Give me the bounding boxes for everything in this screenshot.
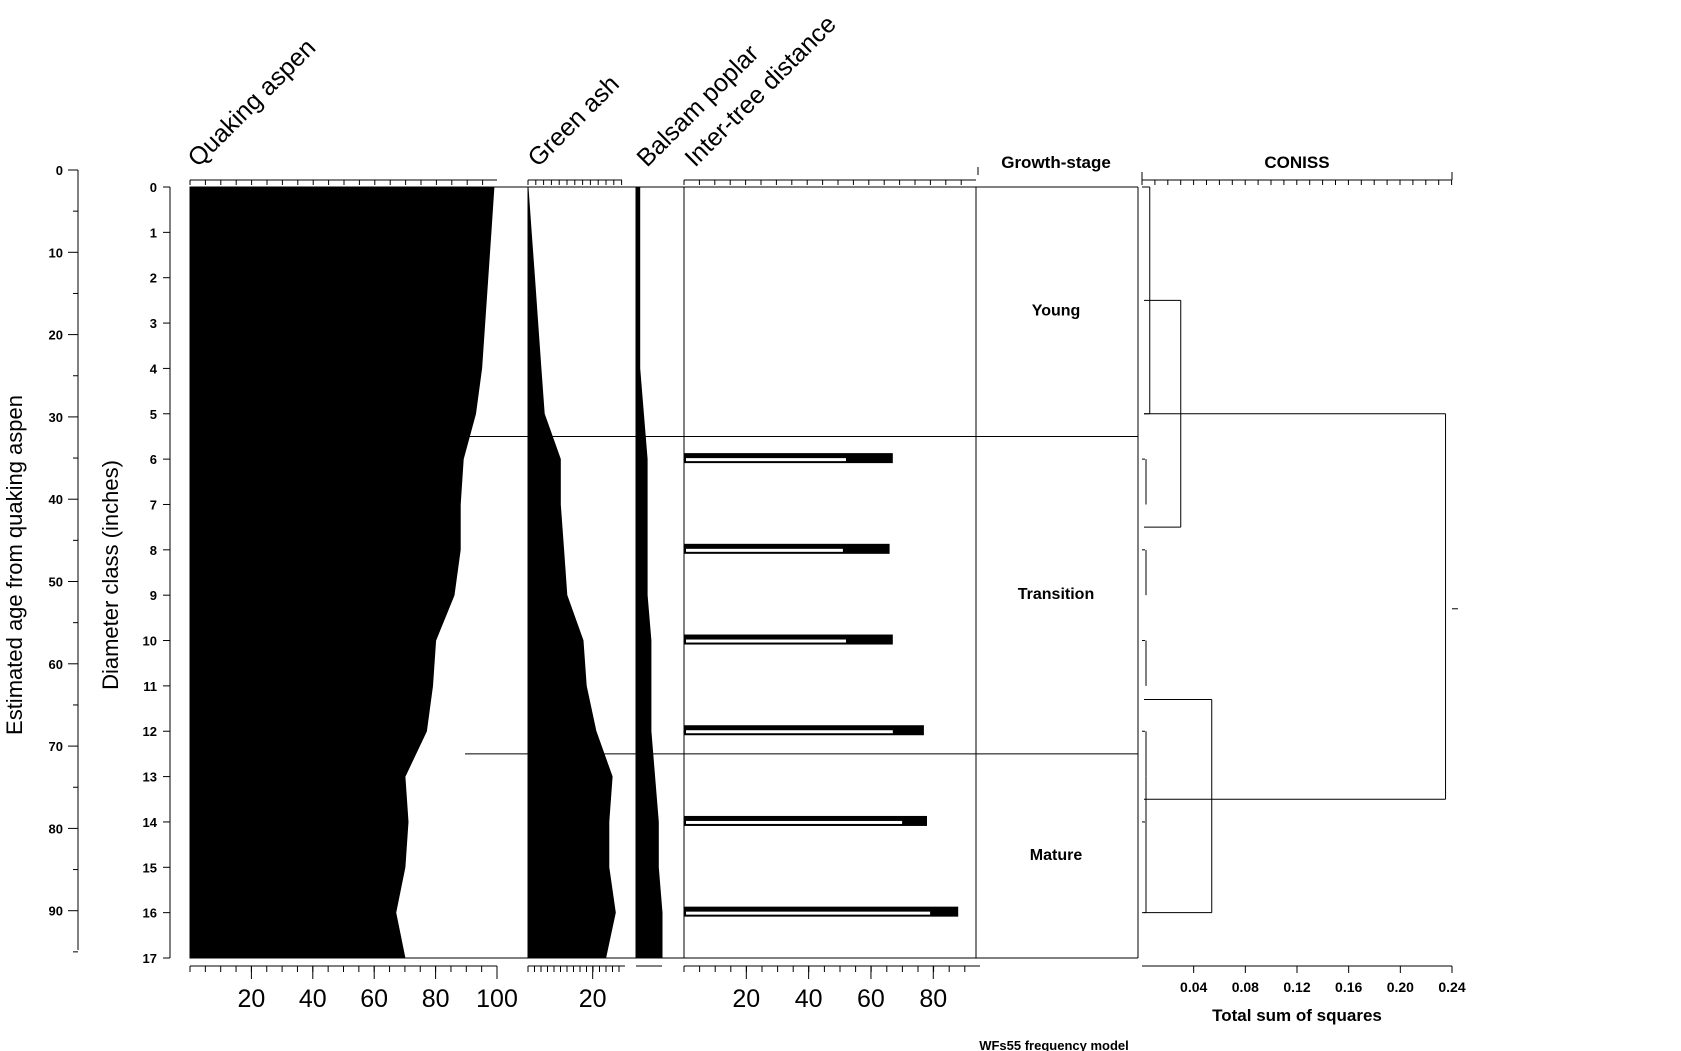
diameter-tick-label: 11 <box>143 679 157 694</box>
aspen-tick-label: 40 <box>299 985 327 1013</box>
age-tick-label: 80 <box>49 821 63 836</box>
diameter-tick-label: 3 <box>150 316 157 331</box>
age-tick-label: 50 <box>49 575 63 590</box>
coniss-tick-label: 0.12 <box>1283 979 1310 995</box>
diameter-tick-label: 5 <box>150 407 157 422</box>
diameter-tick-label: 10 <box>143 634 157 649</box>
aspen-tick-label: 20 <box>237 985 265 1013</box>
diameter-tick-label: 4 <box>150 361 158 376</box>
diameter-tick-label: 15 <box>143 860 157 875</box>
distance-tick-label: 40 <box>795 985 823 1013</box>
growth-stage-title: Growth-stage <box>1001 153 1111 172</box>
diameter-tick-label: 13 <box>143 770 157 785</box>
ash-area <box>527 186 616 959</box>
diameter-tick-label: 2 <box>150 271 157 286</box>
aspen-area <box>189 186 495 959</box>
aspen-tick-label: 60 <box>360 985 388 1013</box>
age-tick-label: 30 <box>49 410 63 425</box>
diameter-tick-label: 0 <box>150 180 157 195</box>
diameter-tick-label: 8 <box>150 543 157 558</box>
balsam-area <box>635 186 663 959</box>
age-tick-label: 10 <box>49 245 63 260</box>
diameter-tick-label: 6 <box>150 452 157 467</box>
ash-title: Green ash <box>522 70 624 172</box>
coniss-tick-label: 0.08 <box>1232 979 1259 995</box>
age-tick-label: 70 <box>49 739 63 754</box>
age-tick-label: 0 <box>56 163 63 178</box>
age-tick-label: 60 <box>49 657 63 672</box>
diameter-tick-label: 17 <box>143 951 157 966</box>
coniss-axis-label: Total sum of squares <box>1212 1006 1382 1025</box>
coniss-tick-label: 0.16 <box>1335 979 1362 995</box>
distance-inner-bar <box>686 730 893 734</box>
coniss-tick-label: 0.24 <box>1438 979 1465 995</box>
diameter-tick-label: 9 <box>150 588 157 603</box>
footer-note: WFs55 frequency model <box>979 1038 1129 1051</box>
aspen-tick-label: 80 <box>422 985 450 1013</box>
growth-stage-label: Mature <box>1030 847 1083 864</box>
diameter-tick-label: 1 <box>150 225 157 240</box>
growth-stage-label: Young <box>1032 303 1081 320</box>
distance-inner-bar <box>686 548 843 552</box>
distance-tick-label: 60 <box>857 985 885 1013</box>
diameter-tick-label: 12 <box>143 724 157 739</box>
distance-inner-bar <box>686 458 846 462</box>
age-tick-label: 40 <box>49 492 63 507</box>
diameter-tick-label: 7 <box>150 497 157 512</box>
distance-inner-bar <box>686 639 846 643</box>
coniss-tick-label: 0.04 <box>1180 979 1207 995</box>
distance-inner-bar <box>686 820 903 824</box>
age-tick-label: 90 <box>49 904 63 919</box>
age-axis-label: Estimated age from quaking aspen <box>2 395 27 735</box>
aspen-tick-label: 100 <box>476 985 518 1013</box>
distance-tick-label: 80 <box>919 985 947 1013</box>
diameter-tick-label: 16 <box>143 906 157 921</box>
coniss-title: CONISS <box>1264 153 1329 172</box>
distance-inner-bar <box>686 911 931 915</box>
age-tick-label: 20 <box>49 328 63 343</box>
diameter-tick-label: 14 <box>143 815 158 830</box>
aspen-title: Quaking aspen <box>182 34 321 173</box>
distance-tick-label: 20 <box>732 985 760 1013</box>
ash-tick-label: 20 <box>579 985 607 1013</box>
diameter-axis-label: Diameter class (inches) <box>98 460 123 690</box>
growth-stage-label: Transition <box>1018 586 1094 603</box>
coniss-tick-label: 0.20 <box>1387 979 1414 995</box>
